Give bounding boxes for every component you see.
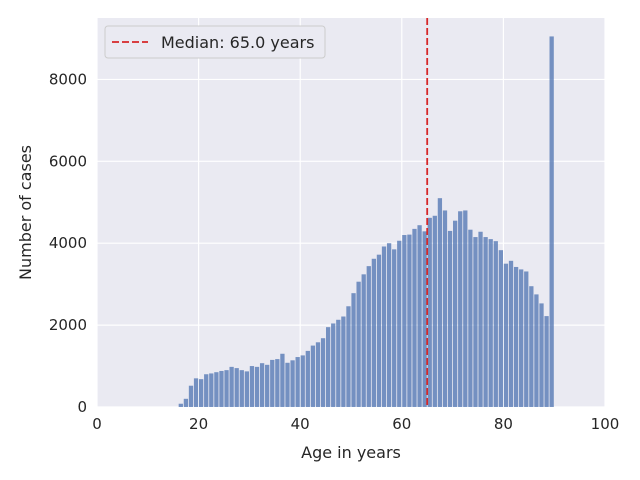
x-axis-label: Age in years [301,443,401,462]
histogram-bar [534,294,539,407]
legend-median-label: Median: 65.0 years [161,33,314,52]
histogram-bar [280,353,285,407]
histogram-bar [498,250,503,407]
histogram-bar [254,366,260,407]
histogram-bar [331,323,336,407]
y-tick-label: 0 [77,398,87,416]
x-tick-label: 40 [291,415,310,433]
histogram-bar [432,215,437,407]
histogram-bar [524,271,529,407]
histogram-bar [199,379,204,407]
histogram-bar [336,319,341,407]
histogram-bar [544,316,549,407]
histogram-bar [397,240,402,407]
histogram-bar [356,281,361,407]
histogram-bar [529,286,534,407]
histogram-bar [224,370,229,407]
histogram-bar [305,350,310,407]
legend: Median: 65.0 years [104,25,326,59]
histogram-bar [549,36,554,407]
histogram-bar [519,269,524,407]
histogram-bar [346,306,351,407]
histogram-bar [326,327,331,407]
histogram-bar [539,303,544,407]
histogram-bar [275,359,280,407]
y-tick-label: 2000 [49,316,87,334]
histogram-bar [412,228,417,407]
histogram-bar [376,254,382,407]
histogram-bar [366,266,371,407]
histogram-bar [193,378,199,407]
histogram-bar [295,357,300,407]
histogram-bar [234,368,239,407]
y-tick-label: 4000 [49,234,87,252]
histogram-bar [473,237,478,407]
histogram-bar [447,230,453,407]
histogram-bar [270,359,275,407]
x-tick-label: 80 [494,415,513,433]
tick-labels: 0 20 40 60 80 100 0 2000 4000 6000 8000 [49,70,620,433]
histogram-bar [178,403,183,407]
histogram-bar [407,234,412,407]
histogram-bar [320,338,326,407]
y-tick-label: 8000 [49,70,87,88]
x-tick-label: 0 [92,415,102,433]
histogram-bar [488,239,493,407]
histogram-bar [315,342,321,407]
histogram-bar [381,246,387,407]
histogram-bar [422,231,427,407]
histogram-bar [259,363,265,407]
histogram-bar [437,198,443,407]
histogram-bar [188,385,194,407]
histogram-bar [478,231,483,407]
histogram-bar [300,355,305,407]
y-tick-label: 6000 [49,152,87,170]
histogram-bar [458,211,463,407]
histogram-bar [508,260,514,407]
histogram-bar [417,225,422,407]
histogram-bar [183,398,189,407]
bars [178,36,554,407]
histogram-bar [249,366,255,407]
histogram-bar [229,366,234,407]
histogram-bar [361,274,366,407]
histogram-bar [285,362,290,407]
histogram-bar [351,293,356,407]
x-tick-label: 60 [392,415,411,433]
histogram-bar [468,229,473,407]
x-tick-label: 20 [189,415,208,433]
histogram-bar [503,263,509,407]
histogram-bar [371,258,376,407]
histogram-bar [513,266,519,407]
histogram-bar [204,374,209,407]
histogram-bar [427,217,432,407]
y-axis-label: Number of cases [16,145,35,280]
histogram-bar [442,210,448,407]
histogram-bar [483,237,488,407]
legend-box [104,25,326,59]
histogram-bar [244,371,249,407]
histogram-bar [214,372,219,407]
histogram-bar [463,210,468,407]
histogram-bar [290,360,295,407]
histogram-bar [392,249,397,407]
plot-background [97,18,605,407]
histogram-bar [310,345,316,407]
histogram-bar [219,370,224,407]
histogram-bar [402,235,407,407]
histogram-bar [341,316,346,407]
histogram-bar [453,220,458,407]
histogram-bar [386,243,392,407]
histogram-bar [239,370,244,407]
histogram-bar [265,364,270,407]
x-tick-label: 100 [591,415,620,433]
histogram-bar [493,241,498,407]
histogram-bar [209,373,214,407]
